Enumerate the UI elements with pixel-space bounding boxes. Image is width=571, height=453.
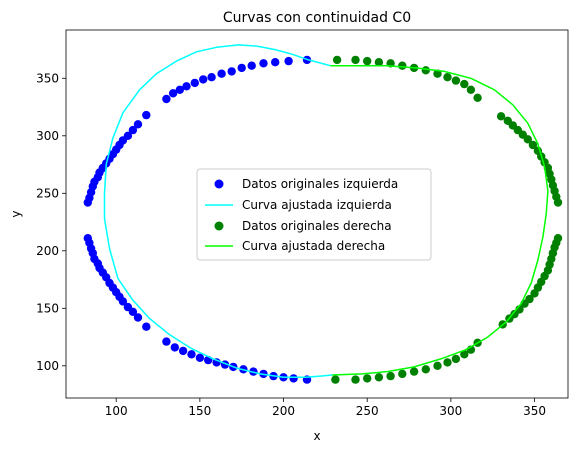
data-point: [217, 69, 226, 78]
data-point: [386, 371, 395, 381]
data-point: [118, 297, 128, 306]
data-point: [175, 85, 184, 95]
y-tick-label: 350: [36, 71, 59, 85]
curve-left-curve: [103, 44, 333, 379]
data-point: [289, 374, 298, 383]
data-point: [259, 59, 268, 68]
plot-area: [83, 44, 563, 384]
series-right-curve: [330, 64, 549, 376]
data-point: [227, 67, 236, 76]
series-left-points: [83, 55, 312, 384]
x-tick-label: 350: [523, 404, 546, 418]
y-axis: 100 150 200 250 300 350: [36, 71, 66, 373]
data-point: [247, 61, 256, 70]
legend-label-right-curve: Curva ajustada derecha: [242, 239, 385, 253]
chart-title: Curvas con continuidad C0: [223, 10, 411, 26]
data-point: [190, 78, 199, 88]
data-point: [128, 125, 138, 135]
data-point: [187, 350, 196, 359]
data-point: [374, 58, 384, 67]
data-point: [398, 369, 407, 379]
x-axis-title: x: [313, 429, 320, 443]
legend-marker-right-points: [214, 221, 224, 231]
data-point: [553, 198, 563, 207]
data-point: [331, 375, 340, 384]
data-point: [170, 343, 179, 352]
x-tick-label: 100: [105, 404, 128, 418]
data-point: [332, 55, 342, 65]
data-point: [123, 131, 133, 140]
y-tick-label: 150: [36, 301, 59, 315]
data-point: [496, 112, 506, 121]
legend-label-left-curve: Curva ajustada izquierda: [242, 198, 392, 212]
data-point: [398, 61, 407, 70]
data-point: [168, 89, 178, 98]
data-point: [443, 73, 452, 82]
data-point: [421, 66, 430, 75]
data-point: [409, 367, 419, 376]
x-tick-label: 250: [356, 404, 379, 418]
data-point: [451, 76, 461, 85]
data-point: [433, 69, 442, 78]
data-point: [443, 358, 452, 367]
legend: Datos originales izquierda Curva ajustad…: [196, 168, 432, 261]
data-point: [528, 140, 538, 150]
data-point: [363, 374, 372, 383]
curve-right-curve: [330, 64, 549, 376]
data-point: [374, 373, 384, 382]
data-point: [199, 75, 208, 84]
data-point: [553, 234, 563, 243]
data-point: [351, 375, 360, 384]
data-point: [363, 56, 372, 66]
y-axis-title: y: [9, 210, 23, 217]
data-point: [195, 353, 205, 362]
x-tick-label: 200: [272, 404, 295, 418]
data-point: [525, 294, 534, 304]
data-point: [451, 354, 461, 364]
x-tick-label: 300: [439, 404, 462, 418]
legend-box: [196, 168, 432, 261]
data-point: [473, 93, 482, 103]
data-point: [523, 135, 532, 144]
data-point: [178, 346, 188, 356]
legend-label-left-points: Datos originales izquierda: [242, 177, 398, 191]
legend-label-right-points: Datos originales derecha: [242, 219, 392, 233]
data-point: [133, 313, 143, 322]
data-point: [162, 337, 171, 346]
data-point: [237, 63, 246, 73]
data-point: [142, 322, 151, 331]
y-tick-label: 250: [36, 186, 59, 200]
y-tick-label: 100: [36, 359, 59, 373]
x-axis: 100 150 200 250 300 350: [105, 398, 546, 418]
y-tick-label: 200: [36, 244, 59, 258]
data-point: [162, 94, 171, 104]
data-point: [351, 55, 360, 65]
data-point: [460, 79, 469, 89]
data-point: [421, 365, 430, 374]
data-point: [128, 307, 138, 316]
data-point: [207, 73, 216, 82]
data-point: [460, 350, 469, 359]
legend-marker-left-points: [214, 179, 224, 189]
plot-border: [65, 29, 569, 399]
data-point: [182, 82, 191, 91]
data-point: [466, 85, 476, 95]
data-point: [271, 58, 280, 67]
series-left-curve: [103, 44, 333, 379]
data-point: [284, 56, 293, 66]
data-point: [142, 110, 151, 120]
x-tick-label: 150: [188, 404, 211, 418]
data-point: [133, 120, 143, 129]
y-tick-label: 300: [36, 129, 59, 143]
data-point: [433, 361, 442, 370]
